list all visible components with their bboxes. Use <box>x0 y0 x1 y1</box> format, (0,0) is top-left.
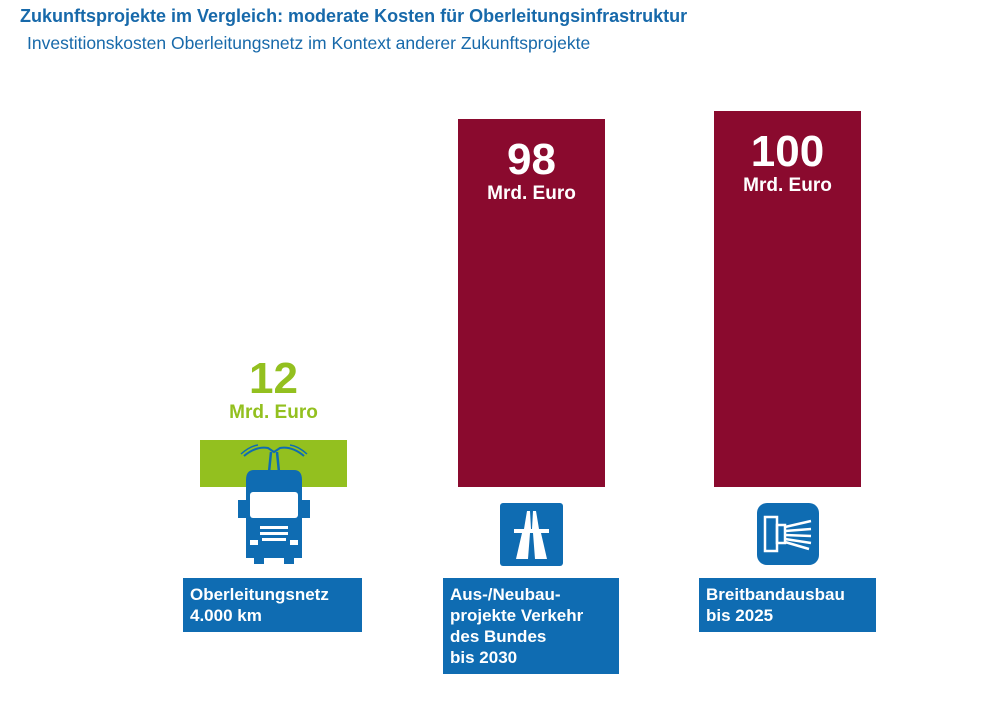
chart-title: Zukunftsprojekte im Vergleich: moderate … <box>20 6 688 26</box>
electric-truck-icon <box>238 444 310 564</box>
value-label: 100 <box>750 127 825 176</box>
category-label-line: bis 2030 <box>450 648 518 667</box>
value-label: 12 <box>249 354 298 403</box>
category-label-line: Oberleitungsnetz <box>190 585 329 604</box>
fiber-cable-icon <box>757 503 819 565</box>
category-label-line: projekte Verkehr <box>450 606 584 625</box>
unit-label: Mrd. Euro <box>487 182 576 204</box>
category-label-line: 4.000 km <box>190 606 262 625</box>
unit-label: Mrd. Euro <box>229 402 318 423</box>
bar-3 <box>714 111 861 487</box>
data-label: 12 Mrd. Euro <box>200 356 347 424</box>
category-label-line: Breitbandausbau <box>706 585 845 604</box>
category-label: Breitbandausbau bis 2025 <box>699 578 876 632</box>
data-label: 98 Mrd. Euro <box>458 134 605 205</box>
highway-icon <box>500 503 563 566</box>
category-label: Oberleitungsnetz 4.000 km <box>183 578 362 632</box>
category-label-line: des Bundes <box>450 627 547 646</box>
category-label-line: bis 2025 <box>706 606 774 625</box>
data-label: 100 Mrd. Euro <box>714 129 861 197</box>
unit-label: Mrd. Euro <box>743 175 832 196</box>
chart-subtitle: Investitionskosten Oberleitungsnetz im K… <box>27 33 591 53</box>
value-label: 98 <box>507 134 556 184</box>
category-label-line: Aus-/Neubau- <box>450 585 561 604</box>
category-label: Aus-/Neubau-projekte Verkehr des Bundes bi… <box>443 578 619 674</box>
bar-2 <box>458 118 605 487</box>
